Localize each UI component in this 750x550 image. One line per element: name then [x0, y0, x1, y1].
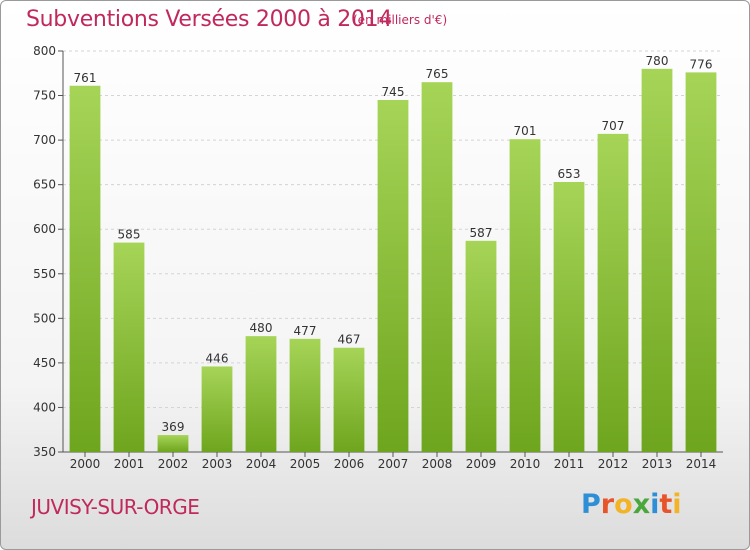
proxiti-logo: Proxiti — [581, 489, 682, 520]
bar — [333, 347, 365, 452]
bar — [465, 240, 497, 452]
y-tick-label: 500 — [33, 311, 56, 325]
data-label: 765 — [426, 67, 449, 81]
logo-letter: t — [659, 489, 673, 520]
data-label: 701 — [514, 124, 537, 138]
x-tick-label: 2008 — [422, 457, 453, 471]
bar — [201, 366, 233, 452]
data-label: 467 — [338, 333, 361, 347]
bar — [597, 133, 629, 452]
bar — [377, 100, 409, 452]
bar — [509, 139, 541, 452]
y-tick-label: 650 — [33, 178, 56, 192]
x-tick-label: 2001 — [114, 457, 145, 471]
bar — [113, 242, 145, 452]
data-label: 761 — [74, 71, 97, 85]
x-tick-label: 2009 — [466, 457, 497, 471]
x-tick-label: 2002 — [158, 457, 189, 471]
logo-letter: i — [650, 489, 660, 520]
bar — [245, 336, 277, 452]
data-label: 480 — [250, 321, 273, 335]
y-tick-label: 800 — [33, 44, 56, 58]
logo-letter: i — [672, 489, 682, 520]
bar — [69, 85, 101, 453]
logo-letter: x — [632, 489, 651, 520]
x-tick-label: 2010 — [510, 457, 541, 471]
bar — [553, 181, 585, 452]
data-label: 369 — [162, 420, 185, 434]
data-label: 776 — [690, 57, 713, 71]
bar — [157, 435, 189, 452]
x-tick-label: 2011 — [554, 457, 585, 471]
y-tick-label: 450 — [33, 356, 56, 370]
y-tick-label: 550 — [33, 267, 56, 281]
y-tick-label: 600 — [33, 222, 56, 236]
chart-subtitle: (en milliers d'€) — [353, 13, 448, 27]
data-label: 446 — [206, 351, 229, 365]
data-label: 745 — [382, 85, 405, 99]
logo-letter: o — [614, 489, 633, 520]
data-label: 587 — [470, 226, 493, 240]
x-tick-label: 2014 — [686, 457, 717, 471]
x-tick-label: 2003 — [202, 457, 233, 471]
bar — [685, 72, 717, 453]
x-tick-label: 2013 — [642, 457, 673, 471]
x-tick-label: 2000 — [70, 457, 101, 471]
chart-title: Subventions Versées 2000 à 2014 — [26, 7, 393, 32]
y-tick-label: 350 — [33, 445, 56, 459]
data-label: 780 — [646, 54, 669, 68]
y-tick-label: 400 — [33, 400, 56, 414]
x-tick-label: 2004 — [246, 457, 277, 471]
data-label: 477 — [294, 324, 317, 338]
data-label: 585 — [118, 228, 141, 242]
bar — [289, 338, 321, 452]
logo-letter: r — [600, 489, 615, 520]
data-label: 653 — [558, 167, 581, 181]
x-tick-label: 2007 — [378, 457, 409, 471]
commune-name: JUVISY-SUR-ORGE — [31, 495, 200, 519]
data-label: 707 — [602, 119, 625, 133]
y-tick-label: 750 — [33, 89, 56, 103]
bar — [641, 68, 673, 453]
y-tick-label: 700 — [33, 133, 56, 147]
logo-letter: P — [581, 489, 601, 520]
bar — [421, 82, 453, 452]
x-tick-label: 2005 — [290, 457, 321, 471]
x-tick-label: 2006 — [334, 457, 365, 471]
x-tick-label: 2012 — [598, 457, 629, 471]
